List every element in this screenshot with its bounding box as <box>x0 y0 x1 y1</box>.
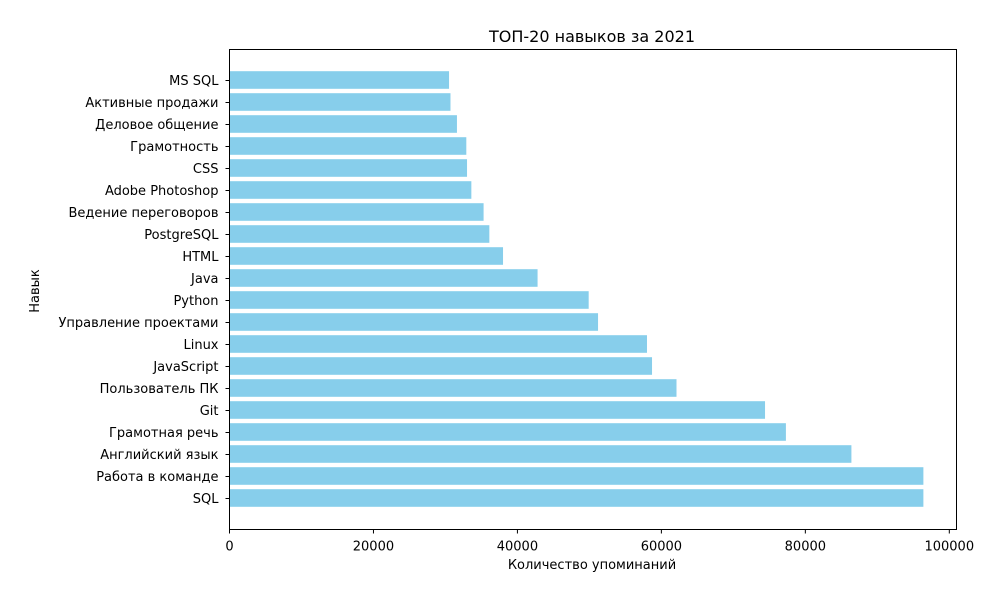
bar <box>229 159 468 177</box>
bar <box>229 291 589 309</box>
y-tick-label: Деловое общение <box>95 118 218 133</box>
bar <box>229 335 647 353</box>
y-tick-label: PostgreSQL <box>144 228 219 243</box>
y-tick-label: Adobe Photoshop <box>105 184 219 199</box>
bar <box>229 467 924 485</box>
y-tick-label: SQL <box>193 492 219 507</box>
bar <box>229 489 924 507</box>
y-tick-label: CSS <box>193 162 219 177</box>
x-tick-label: 40000 <box>497 540 538 555</box>
y-tick-label: Git <box>200 404 219 419</box>
y-tick-label: JavaScript <box>152 360 218 375</box>
y-tick-label: Управление проектами <box>58 316 218 331</box>
y-tick-label: Пользователь ПК <box>100 382 219 397</box>
y-tick-label: Ведение переговоров <box>69 206 219 221</box>
bar <box>229 71 450 89</box>
bar <box>229 203 484 221</box>
y-tick-label: Java <box>190 272 218 287</box>
x-tick-label: 0 <box>225 540 233 555</box>
bar <box>229 247 504 265</box>
bar <box>229 137 467 155</box>
bar <box>229 379 677 397</box>
x-axis-label: Количество упоминаний <box>508 558 676 573</box>
bar <box>229 115 457 133</box>
bar <box>229 225 490 243</box>
bar <box>229 401 766 419</box>
plot-frame <box>229 49 957 530</box>
bar <box>229 313 599 331</box>
x-tick-label: 80000 <box>785 540 826 555</box>
y-tick-label: Работа в команде <box>96 470 218 485</box>
y-axis-ticks: SQL Работа в команде Английский язык Грамот… <box>58 74 230 507</box>
x-tick-label: 20000 <box>353 540 394 555</box>
y-tick-label: HTML <box>182 250 219 265</box>
bar <box>229 93 451 111</box>
chart-title: ТОП-20 навыков за 2021 <box>488 27 695 46</box>
bar <box>229 269 538 287</box>
y-tick-label: MS SQL <box>169 74 219 89</box>
y-tick-label: Активные продажи <box>85 96 218 111</box>
bar <box>229 445 852 463</box>
y-tick-label: Грамотная речь <box>109 426 219 441</box>
bars-group <box>229 71 924 507</box>
y-axis-label: Навык <box>28 269 43 313</box>
bar <box>229 357 653 375</box>
x-tick-label: 100000 <box>924 540 974 555</box>
y-tick-label: Английский язык <box>100 448 218 463</box>
y-tick-label: Грамотность <box>130 140 218 155</box>
bar <box>229 423 786 441</box>
y-tick-label: Python <box>173 294 218 309</box>
y-tick-label: Linux <box>183 338 218 353</box>
x-axis-ticks: 0 20000 40000 60000 80000 100000 <box>225 529 974 555</box>
x-tick-label: 60000 <box>641 540 682 555</box>
bar <box>229 181 472 199</box>
